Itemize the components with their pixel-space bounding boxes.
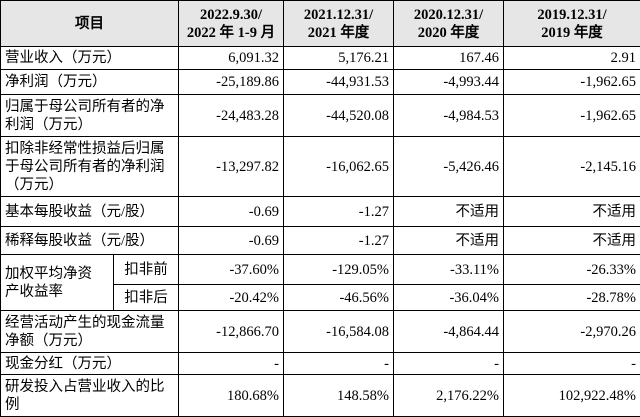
value-cell: -129.05% — [284, 255, 394, 285]
data-row: 扣除非经常性损益后归属于母公司所有者的净利润（万元）-13,297.82-16,… — [1, 137, 640, 197]
value-cell: -2,970.26 — [504, 311, 640, 353]
value-cell: 5,176.21 — [284, 47, 394, 70]
header-line: 2019.12.31/ — [508, 6, 636, 24]
value-cell: -44,931.53 — [284, 70, 394, 95]
value-cell: -13,297.82 — [179, 137, 284, 197]
header-line: 2021.12.31/ — [288, 6, 389, 24]
value-cell: -36.04% — [394, 285, 504, 311]
value-cell: - — [394, 353, 504, 375]
header-line: 2021 年度 — [288, 24, 389, 42]
sub-label: 扣非后 — [114, 285, 179, 311]
value-cell: - — [284, 353, 394, 375]
data-row: 净利润（万元）-25,189.86-44,931.53-4,993.44-1,9… — [1, 70, 640, 95]
header-line: 2022.9.30/ — [183, 6, 279, 24]
value-cell: 不适用 — [394, 197, 504, 227]
value-cell: -2,145.16 — [504, 137, 640, 197]
value-cell: -1.27 — [284, 227, 394, 255]
value-cell: -33.11% — [394, 255, 504, 285]
header-cell: 2019.12.31/2019 年度 — [504, 1, 640, 47]
value-cell: 2,176.22% — [394, 375, 504, 417]
value-cell: -0.69 — [179, 227, 284, 255]
header-cell: 2020.12.31/2020 年度 — [394, 1, 504, 47]
value-cell: 167.46 — [394, 47, 504, 70]
row-label: 扣除非经常性损益后归属于母公司所有者的净利润（万元） — [1, 137, 179, 197]
value-cell: 102,922.48% — [504, 375, 640, 417]
row-label: 稀释每股收益（元/股） — [1, 227, 179, 255]
header-cell: 2021.12.31/2021 年度 — [284, 1, 394, 47]
row-label: 营业收入（万元） — [1, 47, 179, 70]
sub-label: 扣非前 — [114, 255, 179, 285]
value-cell: -1,962.65 — [504, 70, 640, 95]
value-cell: 不适用 — [394, 227, 504, 255]
header-line: 2020.12.31/ — [398, 6, 499, 24]
header-line: 2020 年度 — [398, 24, 499, 42]
value-cell: - — [179, 353, 284, 375]
value-cell: -12,866.70 — [179, 311, 284, 353]
value-cell: 不适用 — [504, 197, 640, 227]
row-label: 经营活动产生的现金流量净额（万元） — [1, 311, 179, 353]
header-cell: 2022.9.30/2022 年 1-9 月 — [179, 1, 284, 47]
value-cell: - — [504, 353, 640, 375]
row-label: 加权平均净资产收益率 — [1, 255, 114, 311]
value-cell: -4,984.53 — [394, 95, 504, 137]
header-line: 2019 年度 — [508, 24, 636, 42]
value-cell: -25,189.86 — [179, 70, 284, 95]
row-label: 现金分红（万元） — [1, 353, 179, 375]
sub-row: 加权平均净资产收益率扣非前-37.60%-129.05%-33.11%-26.3… — [1, 255, 640, 285]
value-cell: -24,483.28 — [179, 95, 284, 137]
value-cell: -46.56% — [284, 285, 394, 311]
value-cell: -1,962.65 — [504, 95, 640, 137]
row-label: 归属于母公司所有者的净利润（万元） — [1, 95, 179, 137]
value-cell: -5,426.46 — [394, 137, 504, 197]
value-cell: 6,091.32 — [179, 47, 284, 70]
value-cell: 180.68% — [179, 375, 284, 417]
value-cell: -20.42% — [179, 285, 284, 311]
value-cell: 不适用 — [504, 227, 640, 255]
value-cell: -16,062.65 — [284, 137, 394, 197]
value-cell: -1.27 — [284, 197, 394, 227]
row-label: 净利润（万元） — [1, 70, 179, 95]
header-line: 项目 — [5, 15, 174, 33]
value-cell: 148.58% — [284, 375, 394, 417]
value-cell: -26.33% — [504, 255, 640, 285]
value-cell: 2.91 — [504, 47, 640, 70]
row-label: 基本每股收益（元/股） — [1, 197, 179, 227]
header-line: 2022 年 1-9 月 — [183, 24, 279, 42]
data-row: 经营活动产生的现金流量净额（万元）-12,866.70-16,584.08-4,… — [1, 311, 640, 353]
data-row: 归属于母公司所有者的净利润（万元）-24,483.28-44,520.08-4,… — [1, 95, 640, 137]
value-cell: -28.78% — [504, 285, 640, 311]
value-cell: -0.69 — [179, 197, 284, 227]
value-cell: -37.60% — [179, 255, 284, 285]
data-row: 现金分红（万元）---- — [1, 353, 640, 375]
value-cell: -4,864.44 — [394, 311, 504, 353]
value-cell: -44,520.08 — [284, 95, 394, 137]
value-cell: -4,993.44 — [394, 70, 504, 95]
header-cell: 项目 — [1, 1, 179, 47]
row-label: 研发投入占营业收入的比例 — [1, 375, 179, 417]
value-cell: -16,584.08 — [284, 311, 394, 353]
